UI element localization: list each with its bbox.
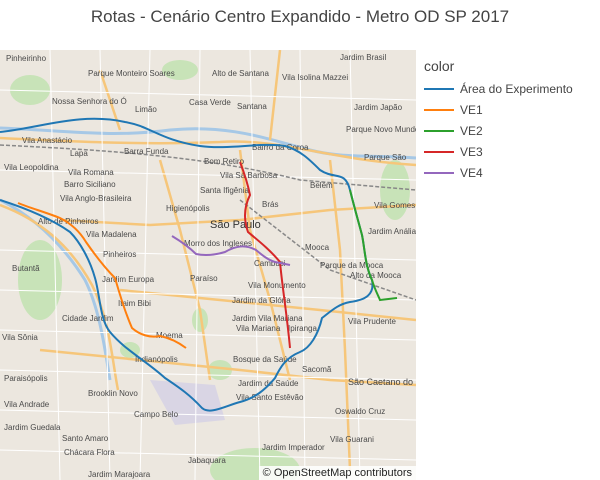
chart-title: Rotas - Cenário Centro Expandido - Metro…: [90, 7, 510, 26]
place-label: Ipiranga: [288, 324, 317, 333]
place-label: Jardim Imperador: [262, 443, 325, 452]
legend-swatch: [424, 108, 454, 111]
place-label: Alto da Mooca: [350, 271, 402, 280]
rail-lines: [0, 144, 416, 301]
place-label: Santana: [237, 102, 267, 111]
place-label: Nossa Senhora do Ó: [52, 97, 127, 106]
place-label: Jardim Guedala: [4, 423, 61, 432]
place-label: Bom Retiro: [204, 157, 245, 166]
legend-label: VE4: [460, 165, 483, 180]
place-label: Parque Monteiro Soares: [88, 69, 175, 78]
place-label: Jardim da Glória: [232, 296, 291, 305]
place-label: Vila Sônia: [2, 333, 38, 342]
place-label: Vila Sá Barbosa: [220, 171, 278, 180]
place-label: Jardim Marajoara: [88, 470, 151, 479]
place-label: Bosque da Saúde: [233, 355, 297, 364]
legend-swatch: [424, 129, 454, 132]
legend-item-ve3[interactable]: VE3: [424, 141, 600, 162]
place-label: Moema: [156, 331, 183, 340]
place-label: Brooklin Novo: [88, 389, 138, 398]
place-label: Brás: [262, 200, 278, 209]
place-label: Oswaldo Cruz: [335, 407, 385, 416]
legend-item-area-experimento[interactable]: Área do Experimento: [424, 78, 600, 99]
place-label: Itaim Bibi: [118, 299, 151, 308]
map-canvas[interactable]: Pinheirinho Parque Monteiro Soares Alto …: [0, 50, 416, 480]
legend-title: color: [424, 58, 455, 74]
place-label: Cidade Jardim: [62, 314, 114, 323]
place-label: Vila Guarani: [330, 435, 374, 444]
place-labels: Pinheirinho Parque Monteiro Soares Alto …: [2, 53, 416, 479]
place-label: Vila Prudente: [348, 317, 396, 326]
legend: color Área do Experimento VE1 VE2 VE3 VE…: [424, 58, 600, 183]
map-attribution[interactable]: © OpenStreetMap contributors: [258, 466, 416, 480]
place-label: Pinheirinho: [6, 54, 47, 63]
place-label: Vila Anglo-Brasileira: [60, 194, 132, 203]
place-label: Jardim Vila Mariana: [232, 314, 303, 323]
legend-label: Área do Experimento: [460, 81, 573, 96]
place-label: Jardim Brasil: [340, 53, 386, 62]
place-label: Santa Ifigênia: [200, 186, 249, 195]
place-label: São Paulo: [210, 219, 261, 231]
place-label: Vila Mariana: [236, 324, 281, 333]
place-label: Parque Novo Mundo: [346, 125, 416, 134]
legend-label: VE1: [460, 102, 483, 117]
place-label: Alto de Santana: [212, 69, 269, 78]
place-label: Vila Gomes Cardim: [374, 201, 416, 210]
legend-label: VE3: [460, 144, 483, 159]
legend-swatch: [424, 150, 454, 153]
tiete-river: [0, 126, 416, 160]
place-label: Barro Siciliano: [64, 180, 116, 189]
place-label: Jardim da Saúde: [238, 379, 299, 388]
place-label: Vila Romana: [68, 168, 114, 177]
place-label: Pinheiros: [103, 250, 136, 259]
legend-item-ve1[interactable]: VE1: [424, 99, 600, 120]
place-label: Jabaquara: [188, 456, 226, 465]
place-label: Indianópolis: [135, 355, 178, 364]
legend-swatch: [424, 171, 454, 174]
place-label: Limão: [135, 105, 157, 114]
legend-item-ve2[interactable]: VE2: [424, 120, 600, 141]
place-label: Santo Amaro: [62, 434, 109, 443]
place-label: Higienópolis: [166, 204, 210, 213]
place-label: Jardim Anália Franco: [368, 227, 416, 236]
route-ve3[interactable]: [239, 161, 291, 349]
place-label: Paraisópolis: [4, 374, 48, 383]
place-label: Lapa: [70, 149, 88, 158]
place-label: Vila Monumento: [248, 281, 306, 290]
place-label: Vila Anastácio: [22, 136, 73, 145]
legend-label: VE2: [460, 123, 483, 138]
route-ve2[interactable]: [349, 189, 398, 302]
route-ve1[interactable]: [17, 202, 187, 349]
place-label: Alto de Pinheiros: [38, 217, 98, 226]
route-ve4[interactable]: [171, 235, 291, 266]
map-area[interactable]: Pinheirinho Parque Monteiro Soares Alto …: [0, 50, 416, 480]
place-label: Vila Leopoldina: [4, 163, 59, 172]
place-label: Cambuci: [254, 259, 286, 268]
place-label: Paraíso: [190, 274, 218, 283]
place-label: Barra Funda: [124, 147, 169, 156]
place-label: Vila Madalena: [86, 230, 137, 239]
place-label: Bairro da Coroa: [252, 143, 309, 152]
place-label: São Caetano do Sul: [348, 377, 416, 387]
place-label: Butantã: [12, 264, 40, 273]
place-label: Belém: [310, 181, 333, 190]
minor-roads: [0, 50, 416, 480]
place-label: Vila Santo Estêvão: [236, 393, 304, 402]
place-label: Sacomã: [302, 365, 332, 374]
place-label: Campo Belo: [134, 410, 179, 419]
place-label: Parque São: [364, 153, 407, 162]
place-label: Morro dos Ingleses: [184, 239, 252, 248]
place-label: Vila Isolina Mazzei: [282, 73, 348, 82]
place-label: Jardim Europa: [102, 275, 155, 284]
place-label: Casa Verde: [189, 98, 231, 107]
legend-item-ve4[interactable]: VE4: [424, 162, 600, 183]
route-area-experimento[interactable]: [0, 117, 374, 412]
place-label: Chácara Flora: [64, 448, 115, 457]
legend-swatch: [424, 87, 454, 90]
place-label: Jardim Japão: [354, 103, 403, 112]
place-label: Mooca: [305, 243, 330, 252]
place-label: Parque da Mooca: [320, 261, 384, 270]
place-label: Vila Andrade: [4, 400, 50, 409]
